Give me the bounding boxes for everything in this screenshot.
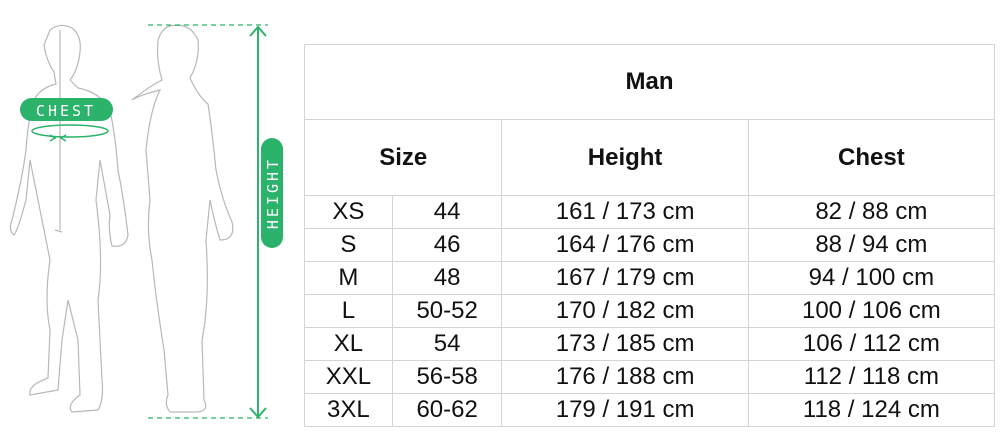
chest-cell: 106 / 112 cm [747,327,996,361]
front-body-outline [9,24,129,413]
size-number-cell: 44 [391,195,503,229]
table-row: XS 44 161 / 173 cm 82 / 88 cm [304,195,996,229]
table-row: XXL 56-58 176 / 188 cm 112 / 118 cm [304,360,996,394]
table-row: L 50-52 170 / 182 cm 100 / 106 cm [304,294,996,328]
chest-circumference-icon [31,124,109,138]
chest-cell: 94 / 100 cm [747,261,996,295]
height-cell: 164 / 176 cm [501,228,749,262]
table-row: M 48 167 / 179 cm 94 / 100 cm [304,261,996,295]
size-cell: 3XL [304,393,393,427]
chest-label-badge: CHEST [20,98,113,142]
table-row: 3XL 60-62 179 / 191 cm 118 / 124 cm [304,393,996,427]
size-number-cell: 56-58 [391,360,503,394]
size-cell: XXL [304,360,393,394]
chest-label: CHEST [36,102,96,120]
table-title: Man [304,44,995,120]
size-number-cell: 50-52 [391,294,503,328]
back-body-outline [131,24,234,413]
size-number-cell: 46 [391,228,503,262]
height-arrow [148,24,268,419]
chest-cell: 112 / 118 cm [747,360,996,394]
height-cell: 170 / 182 cm [501,294,749,328]
chest-cell: 100 / 106 cm [747,294,996,328]
size-cell: M [304,261,393,295]
header-chest: Chest [747,119,996,196]
table-row: S 46 164 / 176 cm 88 / 94 cm [304,228,996,262]
height-cell: 167 / 179 cm [501,261,749,295]
height-cell: 176 / 188 cm [501,360,749,394]
chest-cell: 118 / 124 cm [747,393,996,427]
body-measurement-figure: HEIGHT CHEST [9,24,283,419]
header-height: Height [501,119,749,196]
table-row: XL 54 173 / 185 cm 106 / 112 cm [304,327,996,361]
size-cell: L [304,294,393,328]
height-cell: 161 / 173 cm [501,195,749,229]
size-number-cell: 48 [391,261,503,295]
size-number-cell: 60-62 [391,393,503,427]
size-cell: XS [304,195,393,229]
size-chart-table: Man Size Height Chest XS 44 161 / 173 cm 82… [303,44,996,427]
chest-cell: 82 / 88 cm [747,195,996,229]
size-cell: S [304,228,393,262]
height-cell: 179 / 191 cm [501,393,749,427]
header-size: Size [303,119,503,196]
size-cell: XL [304,327,393,361]
height-cell: 173 / 185 cm [501,327,749,361]
chest-cell: 88 / 94 cm [747,228,996,262]
height-label-badge: HEIGHT [261,138,283,248]
height-label: HEIGHT [264,157,282,229]
size-number-cell: 54 [391,327,503,361]
